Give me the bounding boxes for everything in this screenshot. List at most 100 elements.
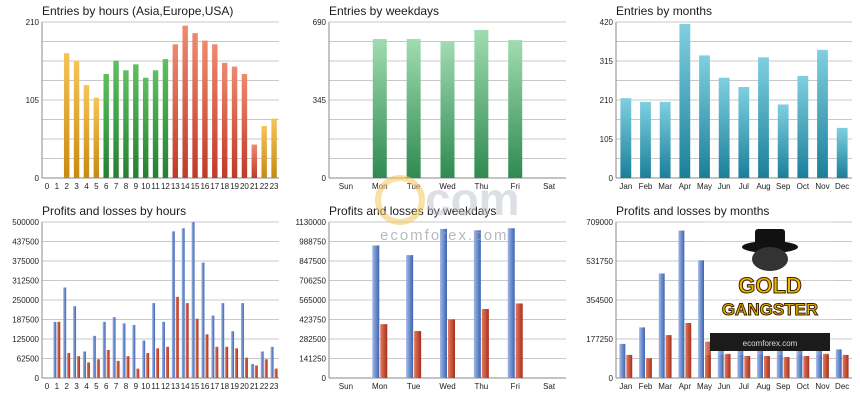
y-tick-label: 0 [322, 174, 327, 183]
x-tick-label: 19 [230, 382, 239, 391]
loss-bar [842, 354, 849, 378]
y-tick-label: 420 [600, 18, 614, 27]
profit-bar [835, 349, 842, 378]
x-tick-label: Thu [474, 382, 488, 391]
watermark-site: ecomforex.com [380, 227, 509, 244]
loss-bar [515, 303, 523, 378]
bar [474, 29, 489, 179]
loss-bar [77, 356, 81, 378]
y-tick-label: 345 [313, 96, 327, 105]
x-tick-label: 22 [260, 182, 269, 191]
profit-bar [260, 351, 264, 378]
bar [123, 70, 129, 178]
chart-profits-losses-by-months: Profits and losses by months 0 177250 35450… [574, 200, 860, 400]
bar [73, 60, 80, 178]
y-tick-label: 312500 [12, 277, 39, 286]
profit-bar [473, 230, 481, 378]
loss-bar [165, 346, 169, 378]
profit-bar [270, 346, 274, 378]
profit-bar [757, 344, 763, 378]
x-tick-label: Jul [739, 182, 749, 191]
chart-title: Profits and losses by hours [42, 204, 186, 218]
profit-bar [181, 228, 185, 378]
x-tick-label: 17 [210, 182, 219, 191]
x-tick-label: Aug [756, 382, 770, 391]
x-tick-label: 20 [240, 382, 249, 391]
x-tick-label: Thu [474, 182, 488, 191]
x-tick-label: 17 [210, 382, 219, 391]
x-tick-label: 21 [250, 182, 259, 191]
x-tick-label: 21 [250, 382, 259, 391]
x-tick-label: Nov [815, 182, 829, 191]
y-tick-label: 690 [313, 18, 327, 27]
x-tick-label: Sep [776, 182, 791, 191]
ecom-logo-icon: com ecomforex.com [375, 173, 520, 244]
profit-bar [161, 321, 165, 378]
chart-title: Entries by hours (Asia,Europe,USA) [42, 4, 233, 18]
x-tick-label: 10 [141, 182, 150, 191]
x-tick-label: 7 [114, 182, 119, 191]
y-tick-label: 565000 [299, 296, 326, 305]
chart-title: Profits and losses by months [616, 204, 769, 218]
x-tick-label: 2 [64, 182, 69, 191]
bar [162, 59, 169, 179]
bar [817, 49, 828, 178]
badge-subtitle: GANGSTER [722, 300, 818, 319]
loss-bar [705, 341, 711, 378]
x-tick-label: Feb [639, 182, 653, 191]
loss-bar [235, 348, 239, 378]
profit-bar [507, 228, 515, 378]
x-tick-label: Fri [511, 182, 521, 191]
y-tick-label: 354500 [586, 296, 613, 305]
x-tick-label: Mar [658, 182, 672, 191]
bar [777, 104, 789, 178]
bar [202, 40, 208, 179]
x-tick-label: 3 [74, 382, 79, 391]
x-tick-label: 11 [151, 182, 160, 191]
profit-bar [191, 222, 195, 378]
y-tick-label: 0 [609, 374, 614, 383]
profit-bar [221, 303, 225, 378]
bar [133, 64, 139, 178]
x-tick-label: Fri [511, 382, 521, 391]
y-tick-label: 847500 [299, 257, 326, 266]
y-tick-label: 210 [26, 18, 40, 27]
x-tick-label: 18 [220, 182, 229, 191]
bar [251, 144, 258, 178]
chart-title: Profits and losses by weekdays [329, 204, 496, 218]
bar [620, 98, 632, 178]
x-tick-label: May [697, 382, 712, 391]
x-tick-label: 13 [171, 382, 180, 391]
bar [142, 77, 149, 178]
x-tick-label: 4 [84, 182, 89, 191]
x-tick-label: 12 [161, 382, 170, 391]
x-tick-label: 18 [220, 382, 229, 391]
loss-bar [783, 357, 790, 378]
x-tick-label: 12 [161, 182, 170, 191]
x-tick-label: 6 [104, 382, 109, 391]
x-tick-label: Sun [339, 182, 353, 191]
x-tick-label: 1 [55, 382, 60, 391]
bar [103, 74, 109, 178]
bar [241, 74, 248, 178]
badge-title: GOLD [738, 273, 802, 298]
profit-bar [372, 245, 380, 378]
bar [679, 23, 691, 178]
x-tick-label: May [697, 182, 712, 191]
loss-bar [254, 365, 258, 378]
loss-bar [414, 331, 422, 378]
y-tick-label: 282500 [299, 335, 326, 344]
chart-svg: Profits and losses by hours 0 62500 125000 1… [12, 204, 279, 391]
y-tick-label: 105 [26, 96, 40, 105]
loss-bar [195, 318, 199, 378]
loss-bar [448, 319, 455, 378]
profit-bar [776, 349, 783, 378]
chart-entries-by-hours: Entries by hours (Asia,Europe,USA) 0 105 21… [0, 0, 287, 200]
x-tick-label: Jun [718, 182, 731, 191]
profit-bar [63, 287, 67, 378]
profit-bar [231, 331, 235, 378]
x-tick-label: 14 [181, 182, 190, 191]
loss-bar [185, 303, 189, 378]
loss-bar [481, 308, 489, 378]
profit-bar [211, 315, 215, 378]
